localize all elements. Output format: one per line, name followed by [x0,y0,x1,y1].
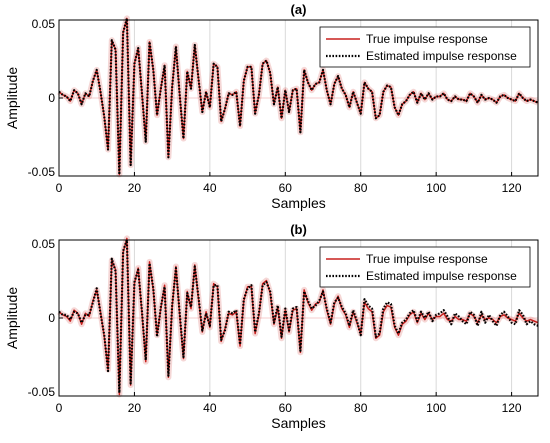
estimated-response-line [58,238,539,394]
y-tick-label: -0.05 [28,165,56,179]
y-axis-label: Amplitude [4,67,20,129]
x-tick-label: 100 [426,181,446,195]
legend-label-estimated: Estimated impulse response [366,269,517,283]
axes-box [58,19,539,177]
legend: True impulse response Estimated impulse r… [319,246,531,288]
y-tick-label: 0.05 [32,17,56,31]
x-tick-label: 100 [426,401,446,415]
legend-label-true: True impulse response [366,252,488,266]
y-tick-label: 0.05 [32,237,56,251]
x-axis-label: Samples [271,195,325,211]
legend: True impulse response Estimated impulse r… [319,26,531,68]
x-tick-label: 40 [203,181,217,195]
legend-box [319,26,531,68]
x-tick-label: 20 [128,181,142,195]
x-axis-label: Samples [271,415,325,431]
x-tick-label: 120 [502,401,522,415]
x-tick-label: 20 [128,401,142,415]
axes-box [58,239,539,397]
panel-title: (a) [291,2,307,17]
x-tick-label: 60 [279,401,293,415]
y-tick-label: 0 [48,311,55,325]
x-tick-label: 40 [203,401,217,415]
x-tick-label: 0 [56,181,63,195]
x-tick-label: 0 [56,401,63,415]
legend-box [319,246,531,288]
legend-label-estimated: Estimated impulse response [366,49,517,63]
legend-label-true: True impulse response [366,32,488,46]
panel-title: (b) [290,222,307,237]
y-axis-label: Amplitude [4,287,20,349]
y-tick-label: -0.05 [28,385,56,399]
x-tick-label: 80 [354,401,368,415]
estimated-response-line [58,17,539,176]
x-tick-label: 80 [354,181,368,195]
x-tick-label: 120 [502,181,522,195]
y-tick-label: 0 [48,91,55,105]
x-tick-label: 60 [279,181,293,195]
